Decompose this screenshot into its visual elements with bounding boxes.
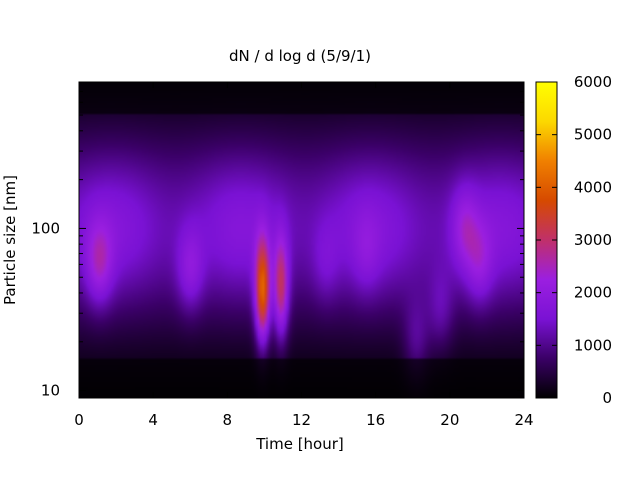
- x-axis: 0 4 8 12 16 20 24: [74, 82, 534, 429]
- heatmap-plot-area: [78, 81, 525, 399]
- x-tick-label: 0: [74, 411, 84, 429]
- x-tick-label: 12: [292, 411, 311, 429]
- x-tick-label: 8: [223, 411, 233, 429]
- colorbar-tick-label: 6000: [574, 73, 612, 91]
- colorbar-ticks: 0 1000 2000 3000 4000 5000 6000: [536, 73, 612, 407]
- heatmap-image: [79, 82, 524, 398]
- x-tick-label: 16: [366, 411, 385, 429]
- x-axis-label: Time [hour]: [255, 435, 344, 453]
- y-axis: 10 100: [31, 81, 524, 400]
- x-tick-label: 20: [440, 411, 459, 429]
- x-tick-label: 4: [148, 411, 158, 429]
- y-axis-label: Particle size [nm]: [1, 175, 19, 305]
- colorbar-tick-label: 3000: [574, 231, 612, 249]
- colorbar-tick-label: 2000: [574, 284, 612, 302]
- x-tick-label: 24: [514, 411, 533, 429]
- colorbar-tick-label: 1000: [574, 336, 612, 354]
- colorbar: 0 1000 2000 3000 4000 5000 6000: [535, 73, 612, 407]
- colorbar-tick-label: 4000: [574, 178, 612, 196]
- chart-title: dN / d log d (5/9/1): [229, 47, 371, 65]
- y-tick-label: 10: [41, 382, 60, 400]
- colorbar-tick-label: 5000: [574, 126, 612, 144]
- y-tick-label: 100: [31, 219, 60, 237]
- colorbar-tick-label: 0: [602, 389, 612, 407]
